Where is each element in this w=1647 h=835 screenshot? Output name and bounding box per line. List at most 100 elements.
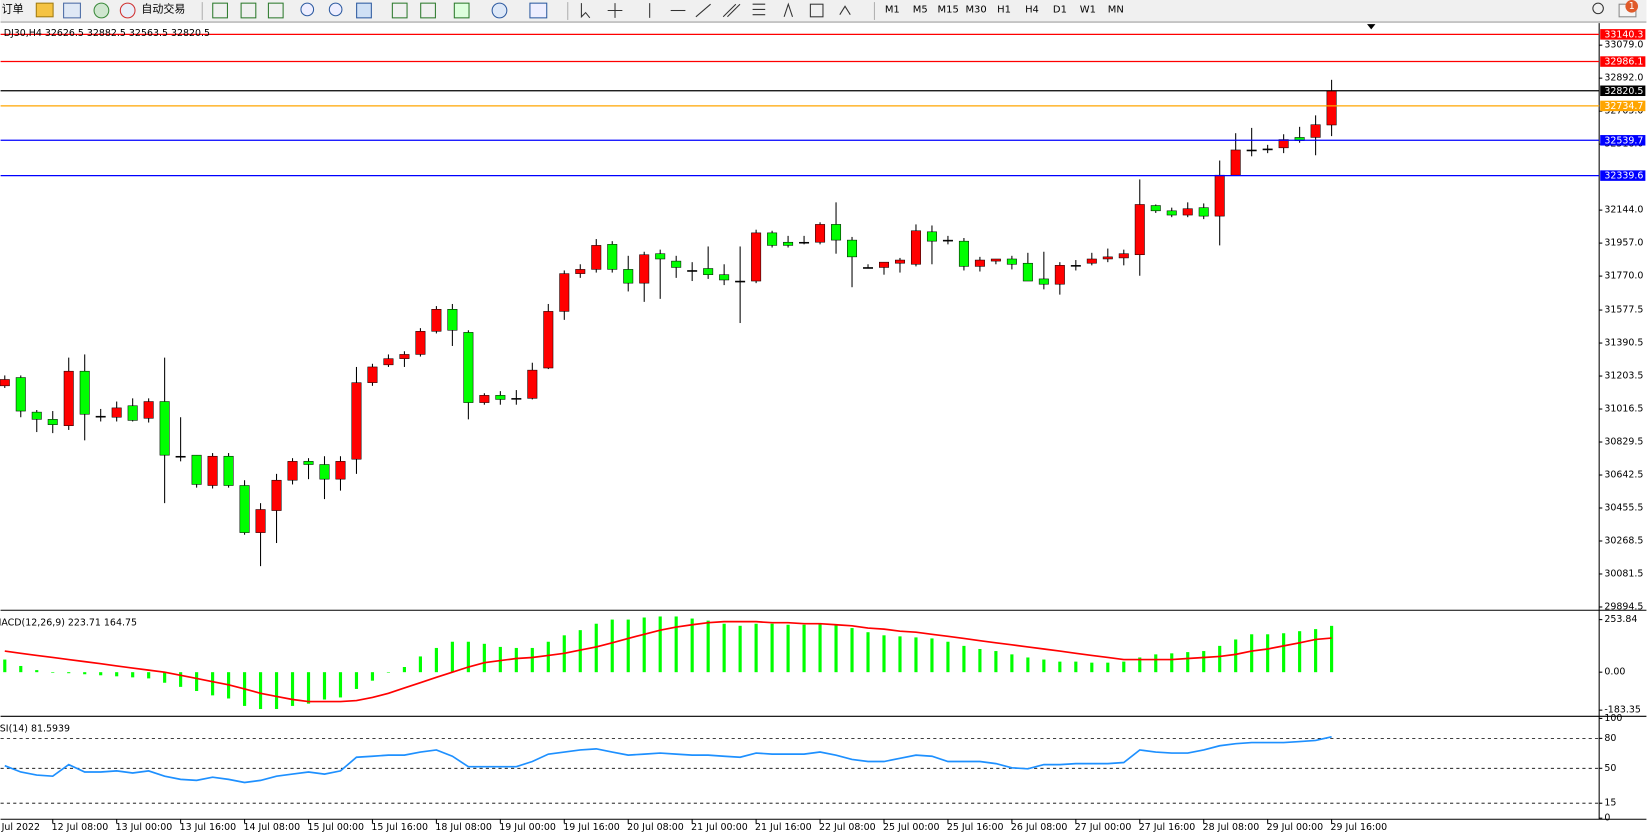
timeframe-button[interactable]: D1 <box>1053 4 1067 15</box>
icon[interactable] <box>783 2 794 17</box>
macd-bar <box>674 616 678 673</box>
candle-body <box>111 407 122 418</box>
candle-body <box>767 232 778 246</box>
timeframe-button[interactable]: H1 <box>997 4 1011 15</box>
macd-bar <box>179 672 183 687</box>
icon[interactable] <box>839 5 851 15</box>
macd-bar <box>1170 653 1174 673</box>
candle-body <box>990 258 1001 262</box>
macd-bar <box>994 651 998 673</box>
icon[interactable] <box>63 2 81 19</box>
candle-body <box>1086 258 1097 264</box>
toolbar: 订单 自动交易 1 M1 M5 M15 M30 H1 H4 D1 W1 MN <box>0 0 1647 23</box>
candle-body <box>159 401 170 456</box>
time-label: 29 Jul 16:00 <box>1331 822 1388 833</box>
icon[interactable] <box>420 2 436 19</box>
time-label: 27 Jul 00:00 <box>1075 822 1132 833</box>
y-tick-label: 30642.5 <box>1604 470 1643 481</box>
chart-shift-marker[interactable] <box>1367 24 1376 30</box>
y-tick-label: 31016.5 <box>1604 404 1643 415</box>
macd-bar <box>498 646 502 673</box>
candle-body <box>367 366 378 383</box>
candle-body <box>942 239 953 242</box>
candle-body <box>543 311 554 369</box>
price-level-label: 32539.7 <box>1604 135 1643 146</box>
time-label: 19 Jul 16:00 <box>563 822 620 833</box>
icon[interactable] <box>722 3 741 18</box>
time-label: 14 Jul 08:00 <box>244 822 301 833</box>
timeframe-button[interactable]: M1 <box>885 4 900 15</box>
y-tick-label: -183.35 <box>1604 705 1640 716</box>
icon[interactable] <box>809 3 824 18</box>
macd-bar <box>754 623 758 673</box>
macd-bar <box>434 647 438 673</box>
macd-bar <box>402 667 406 673</box>
candle-body <box>863 267 874 269</box>
macd-bar <box>690 618 694 673</box>
candle-body <box>655 253 666 260</box>
icon[interactable] <box>391 2 408 19</box>
macd-bar <box>1026 657 1030 673</box>
macd-bar <box>770 623 774 673</box>
candle-body <box>847 239 858 258</box>
candle-body <box>335 461 346 480</box>
y-tick-label: 30455.5 <box>1604 503 1643 514</box>
icon[interactable] <box>695 3 711 18</box>
icon[interactable] <box>580 3 591 19</box>
candle-body <box>831 224 842 241</box>
macd-bar <box>290 672 295 706</box>
timeframe-button[interactable]: H4 <box>1025 4 1039 15</box>
candle-body <box>47 419 58 425</box>
icon[interactable] <box>529 2 548 19</box>
candle-body <box>223 455 234 486</box>
macd-bar <box>3 659 7 673</box>
icon[interactable] <box>212 2 228 19</box>
icon[interactable] <box>328 2 343 17</box>
macd-bar <box>978 648 982 673</box>
candle-body <box>1118 253 1129 259</box>
icon[interactable] <box>300 2 315 17</box>
y-tick-label: 30268.5 <box>1604 535 1643 546</box>
y-tick-label: 253.84 <box>1604 614 1637 625</box>
icon[interactable] <box>35 2 54 18</box>
macd-bar <box>35 670 39 673</box>
y-tick-label: 31957.0 <box>1604 238 1643 249</box>
timeframe-button[interactable]: M15 <box>938 4 959 15</box>
candle-body <box>607 244 618 270</box>
macd-bar <box>418 656 422 673</box>
macd-bar <box>147 672 151 679</box>
timeframe-button[interactable]: W1 <box>1080 4 1096 15</box>
candle-body <box>671 260 682 268</box>
toolbar-button[interactable]: 自动交易 <box>141 1 185 15</box>
icon[interactable] <box>453 2 470 19</box>
time-label: 27 Jul 16:00 <box>1139 822 1196 833</box>
icon[interactable] <box>267 2 284 19</box>
icon[interactable] <box>491 2 508 19</box>
candle-body <box>495 395 506 400</box>
macd-bar <box>594 623 598 673</box>
time-label: 21 Jul 16:00 <box>755 822 812 833</box>
search-icon[interactable] <box>1592 2 1604 15</box>
icon[interactable] <box>240 2 257 19</box>
candle-body <box>1102 256 1113 260</box>
macd-bar <box>354 672 359 689</box>
timeframe-button[interactable]: MN <box>1108 4 1124 15</box>
timeframe-button[interactable]: M30 <box>965 4 986 15</box>
icon[interactable] <box>356 2 372 19</box>
icon[interactable] <box>752 3 766 16</box>
timeframe-button[interactable]: M5 <box>913 4 928 15</box>
toolbar-button[interactable]: 订单 <box>2 2 24 15</box>
macd-bar <box>818 623 822 673</box>
macd-bar <box>1202 651 1206 673</box>
candle-body <box>175 455 186 458</box>
macd-bar <box>450 641 454 673</box>
macd-bar <box>1106 662 1110 673</box>
icon[interactable] <box>607 3 623 18</box>
candle-body <box>1262 148 1273 151</box>
icon[interactable] <box>119 2 136 19</box>
macd-bar <box>115 672 119 677</box>
candle-body <box>527 369 538 399</box>
panel-title: DJ30,H4 32626.5 32882.5 32563.5 32820.5 <box>4 28 210 39</box>
icon[interactable] <box>93 2 110 19</box>
macd-bar <box>1218 645 1222 673</box>
